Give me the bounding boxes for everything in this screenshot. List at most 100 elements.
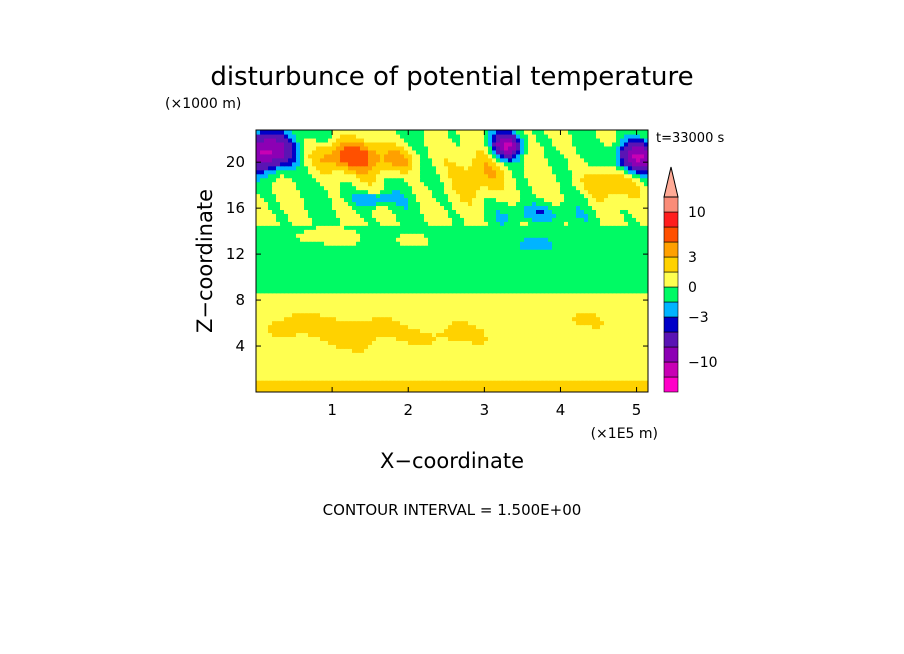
field-cell xyxy=(340,332,345,338)
field-cell xyxy=(468,384,473,389)
field-cell xyxy=(336,376,341,381)
field-cell xyxy=(544,328,549,334)
field-cell xyxy=(472,253,477,258)
field-cell xyxy=(400,368,405,373)
field-cell xyxy=(604,272,609,278)
field-cell xyxy=(456,209,461,214)
field-cell xyxy=(592,193,597,199)
field-cell xyxy=(380,296,385,302)
field-cell xyxy=(440,272,445,278)
field-cell xyxy=(324,280,329,286)
field-cell xyxy=(364,268,369,274)
field-cell xyxy=(620,324,625,330)
field-cell xyxy=(608,237,613,242)
field-cell xyxy=(364,388,369,392)
field-cell xyxy=(532,268,537,274)
field-cell xyxy=(492,205,497,210)
field-cell xyxy=(364,237,369,242)
field-cell xyxy=(468,249,473,254)
field-cell xyxy=(584,217,589,222)
field-cell xyxy=(576,229,581,234)
field-cell xyxy=(524,340,529,345)
field-cell xyxy=(616,213,621,218)
field-cell xyxy=(564,380,569,385)
field-cell xyxy=(260,272,265,278)
field-cell xyxy=(572,272,577,278)
field-cell xyxy=(404,261,409,266)
field-cell xyxy=(300,241,305,246)
field-cell xyxy=(616,257,621,262)
field-cell xyxy=(356,213,361,218)
field-cell xyxy=(484,245,489,250)
field-cell xyxy=(532,272,537,278)
field-cell xyxy=(452,320,457,326)
field-cell xyxy=(464,292,469,298)
field-cell xyxy=(528,280,533,286)
field-cell xyxy=(496,376,501,381)
field-cell xyxy=(376,245,381,250)
field-cell xyxy=(364,348,369,353)
field-cell xyxy=(528,360,533,365)
field-cell xyxy=(456,225,461,230)
field-cell xyxy=(428,368,433,373)
field-cell xyxy=(388,352,393,357)
field-cell xyxy=(332,308,337,314)
field-cell xyxy=(440,336,445,341)
field-cell xyxy=(476,376,481,381)
field-cell xyxy=(612,300,617,306)
field-cell xyxy=(352,217,357,222)
field-cell xyxy=(620,205,625,210)
field-cell xyxy=(396,368,401,373)
field-cell xyxy=(408,225,413,230)
field-cell xyxy=(276,340,281,345)
field-cell xyxy=(460,372,465,377)
field-cell xyxy=(584,209,589,214)
field-cell xyxy=(344,193,349,199)
field-cell xyxy=(592,201,597,207)
field-cell xyxy=(536,237,541,242)
field-cell xyxy=(348,340,353,345)
field-cell xyxy=(404,205,409,210)
field-cell xyxy=(332,324,337,330)
field-cell xyxy=(388,356,393,361)
field-cell xyxy=(532,288,537,294)
field-cell xyxy=(564,328,569,334)
field-cell xyxy=(424,205,429,210)
field-cell xyxy=(344,284,349,290)
field-cell xyxy=(640,280,645,286)
field-cell xyxy=(320,364,325,369)
field-cell xyxy=(304,380,309,385)
field-cell xyxy=(556,304,561,310)
field-cell xyxy=(516,272,521,278)
field-cell xyxy=(372,268,377,274)
field-cell xyxy=(496,276,501,282)
field-cell xyxy=(596,264,601,270)
field-cell xyxy=(432,193,437,199)
field-cell xyxy=(488,229,493,234)
field-cell xyxy=(488,364,493,369)
field-cell xyxy=(336,356,341,361)
field-cell xyxy=(328,189,333,195)
field-cell xyxy=(568,344,573,349)
field-cell xyxy=(332,249,337,254)
field-cell xyxy=(372,296,377,302)
field-cell xyxy=(372,261,377,266)
field-cell xyxy=(544,384,549,389)
field-cell xyxy=(476,280,481,286)
field-cell xyxy=(300,229,305,234)
field-cell xyxy=(492,364,497,369)
field-cell xyxy=(592,348,597,353)
field-cell xyxy=(260,356,265,361)
field-cell xyxy=(528,197,533,203)
field-cell xyxy=(268,217,273,222)
field-cell xyxy=(264,348,269,353)
field-cell xyxy=(420,221,425,226)
field-cell xyxy=(444,213,449,218)
field-cell xyxy=(616,249,621,254)
field-cell xyxy=(468,276,473,282)
field-cell xyxy=(280,288,285,294)
field-cell xyxy=(460,360,465,365)
field-cell xyxy=(440,257,445,262)
field-cell xyxy=(408,221,413,226)
field-cell xyxy=(404,388,409,392)
